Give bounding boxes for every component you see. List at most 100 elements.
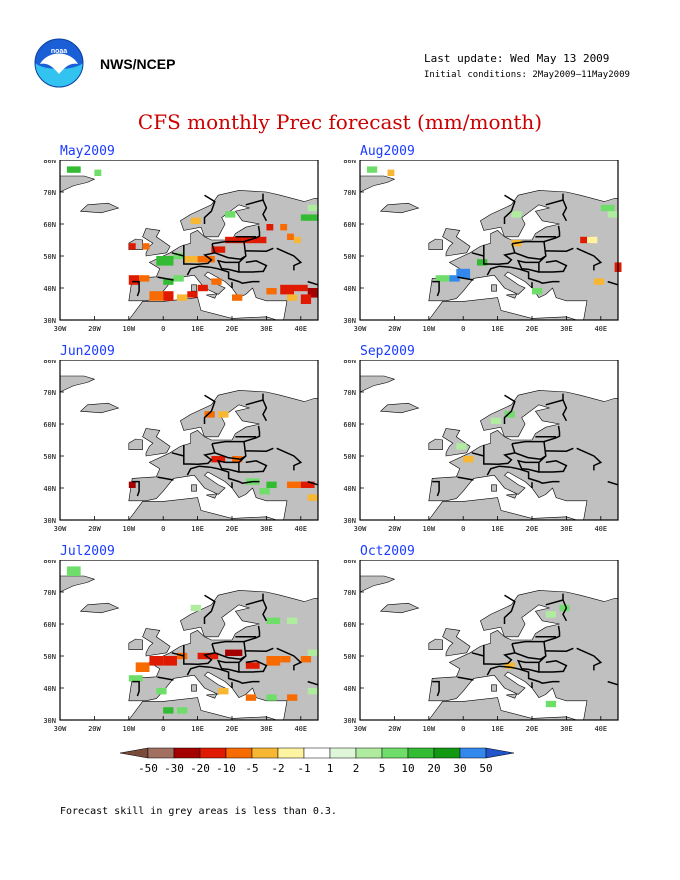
lon-tick-label: 20W xyxy=(388,325,401,333)
lon-tick-label: 20W xyxy=(88,725,101,733)
lat-tick-label: 60N xyxy=(43,621,56,629)
lat-tick-label: 60N xyxy=(343,621,356,629)
legend-label: -10 xyxy=(216,762,236,775)
legend-label: 2 xyxy=(353,762,360,775)
lon-tick-label: 40E xyxy=(294,525,307,533)
legend-swatch xyxy=(329,747,357,759)
legend-swatch xyxy=(277,747,305,759)
panel-title: May2009 xyxy=(60,144,115,159)
legend-label: 5 xyxy=(379,762,386,775)
lon-tick-label: 10W xyxy=(422,525,435,533)
lat-tick-label: 30N xyxy=(343,517,356,525)
panel-title: Sep2009 xyxy=(360,344,415,359)
lat-tick-label: 70N xyxy=(343,589,356,597)
lon-tick-label: 10E xyxy=(491,325,504,333)
lon-tick-label: 20E xyxy=(526,325,539,333)
lat-tick-label: 40N xyxy=(43,485,56,493)
lat-tick-label: 50N xyxy=(43,253,56,261)
lat-tick-label: 70N xyxy=(43,189,56,197)
lon-tick-label: 30E xyxy=(560,725,573,733)
lon-tick-label: 0 xyxy=(161,325,165,333)
lon-tick-label: 20E xyxy=(526,525,539,533)
lon-tick-label: 0 xyxy=(461,725,465,733)
lat-tick-label: 50N xyxy=(43,453,56,461)
lon-tick-label: 0 xyxy=(161,725,165,733)
legend-label: -20 xyxy=(190,762,210,775)
lon-tick-label: 10E xyxy=(191,325,204,333)
legend-label: 10 xyxy=(401,762,414,775)
lon-tick-label: 40E xyxy=(294,325,307,333)
lon-tick-label: 40E xyxy=(294,725,307,733)
lat-tick-label: 80N xyxy=(43,160,56,165)
lat-tick-label: 60N xyxy=(43,421,56,429)
lon-tick-label: 20E xyxy=(226,325,239,333)
noaa-logo-icon: noaa xyxy=(34,38,84,88)
lat-tick-label: 80N xyxy=(43,360,56,365)
lon-tick-label: 40E xyxy=(594,725,607,733)
legend-swatch xyxy=(381,747,409,759)
lon-tick-label: 30W xyxy=(54,325,67,333)
legend-label: -30 xyxy=(164,762,184,775)
lon-tick-label: 20W xyxy=(388,525,401,533)
page-title: CFS monthly Prec forecast (mm/month) xyxy=(137,110,543,134)
lon-tick-label: 30E xyxy=(560,525,573,533)
lon-tick-label: 40E xyxy=(594,525,607,533)
lon-tick-label: 10E xyxy=(491,725,504,733)
lon-tick-label: 30E xyxy=(260,325,273,333)
panel-title: Aug2009 xyxy=(360,144,415,159)
lon-tick-label: 30E xyxy=(260,725,273,733)
legend-swatch xyxy=(433,747,461,759)
lon-tick-label: 0 xyxy=(461,325,465,333)
lat-tick-label: 30N xyxy=(43,717,56,725)
lat-tick-label: 70N xyxy=(43,389,56,397)
lat-tick-label: 30N xyxy=(343,317,356,325)
lat-tick-label: 80N xyxy=(43,560,56,565)
lat-tick-label: 70N xyxy=(43,589,56,597)
legend-swatch xyxy=(355,747,383,759)
lon-tick-label: 20E xyxy=(226,725,239,733)
lon-tick-label: 10W xyxy=(122,725,135,733)
lon-tick-label: 10W xyxy=(422,725,435,733)
lon-tick-label: 10E xyxy=(191,725,204,733)
org-name: NWS/NCEP xyxy=(100,56,176,72)
initial-conditions: Initial conditions: 2May2009–11May2009 xyxy=(424,70,630,80)
last-update: Last update: Wed May 13 2009 xyxy=(424,52,610,65)
lat-tick-label: 30N xyxy=(43,517,56,525)
legend-label: 1 xyxy=(327,762,334,775)
lat-tick-label: 50N xyxy=(343,253,356,261)
lat-tick-label: 30N xyxy=(43,317,56,325)
lon-tick-label: 20E xyxy=(526,725,539,733)
legend-swatch xyxy=(459,747,487,759)
legend-swatch xyxy=(147,747,175,759)
legend-label: -2 xyxy=(271,762,284,775)
lat-tick-label: 50N xyxy=(343,653,356,661)
footnote: Forecast skill in grey areas is less tha… xyxy=(60,806,337,817)
legend-label: -1 xyxy=(297,762,310,775)
lon-tick-label: 30W xyxy=(354,725,367,733)
lon-tick-label: 10E xyxy=(491,525,504,533)
lon-tick-label: 20W xyxy=(388,725,401,733)
lon-tick-label: 10W xyxy=(122,525,135,533)
lon-tick-label: 30E xyxy=(260,525,273,533)
legend-swatch xyxy=(199,747,227,759)
svg-text:noaa: noaa xyxy=(51,48,67,55)
lat-tick-label: 70N xyxy=(343,389,356,397)
lon-tick-label: 30W xyxy=(54,725,67,733)
lon-tick-label: 30W xyxy=(354,525,367,533)
legend-label: 50 xyxy=(479,762,492,775)
lon-tick-label: 20W xyxy=(88,525,101,533)
lat-tick-label: 60N xyxy=(43,221,56,229)
lat-tick-label: 60N xyxy=(343,421,356,429)
legend-label: -5 xyxy=(245,762,258,775)
lon-tick-label: 20W xyxy=(88,325,101,333)
lon-tick-label: 10W xyxy=(422,325,435,333)
lon-tick-label: 0 xyxy=(461,525,465,533)
legend-swatch xyxy=(485,747,515,759)
legend-swatch xyxy=(225,747,253,759)
lat-tick-label: 40N xyxy=(343,485,356,493)
